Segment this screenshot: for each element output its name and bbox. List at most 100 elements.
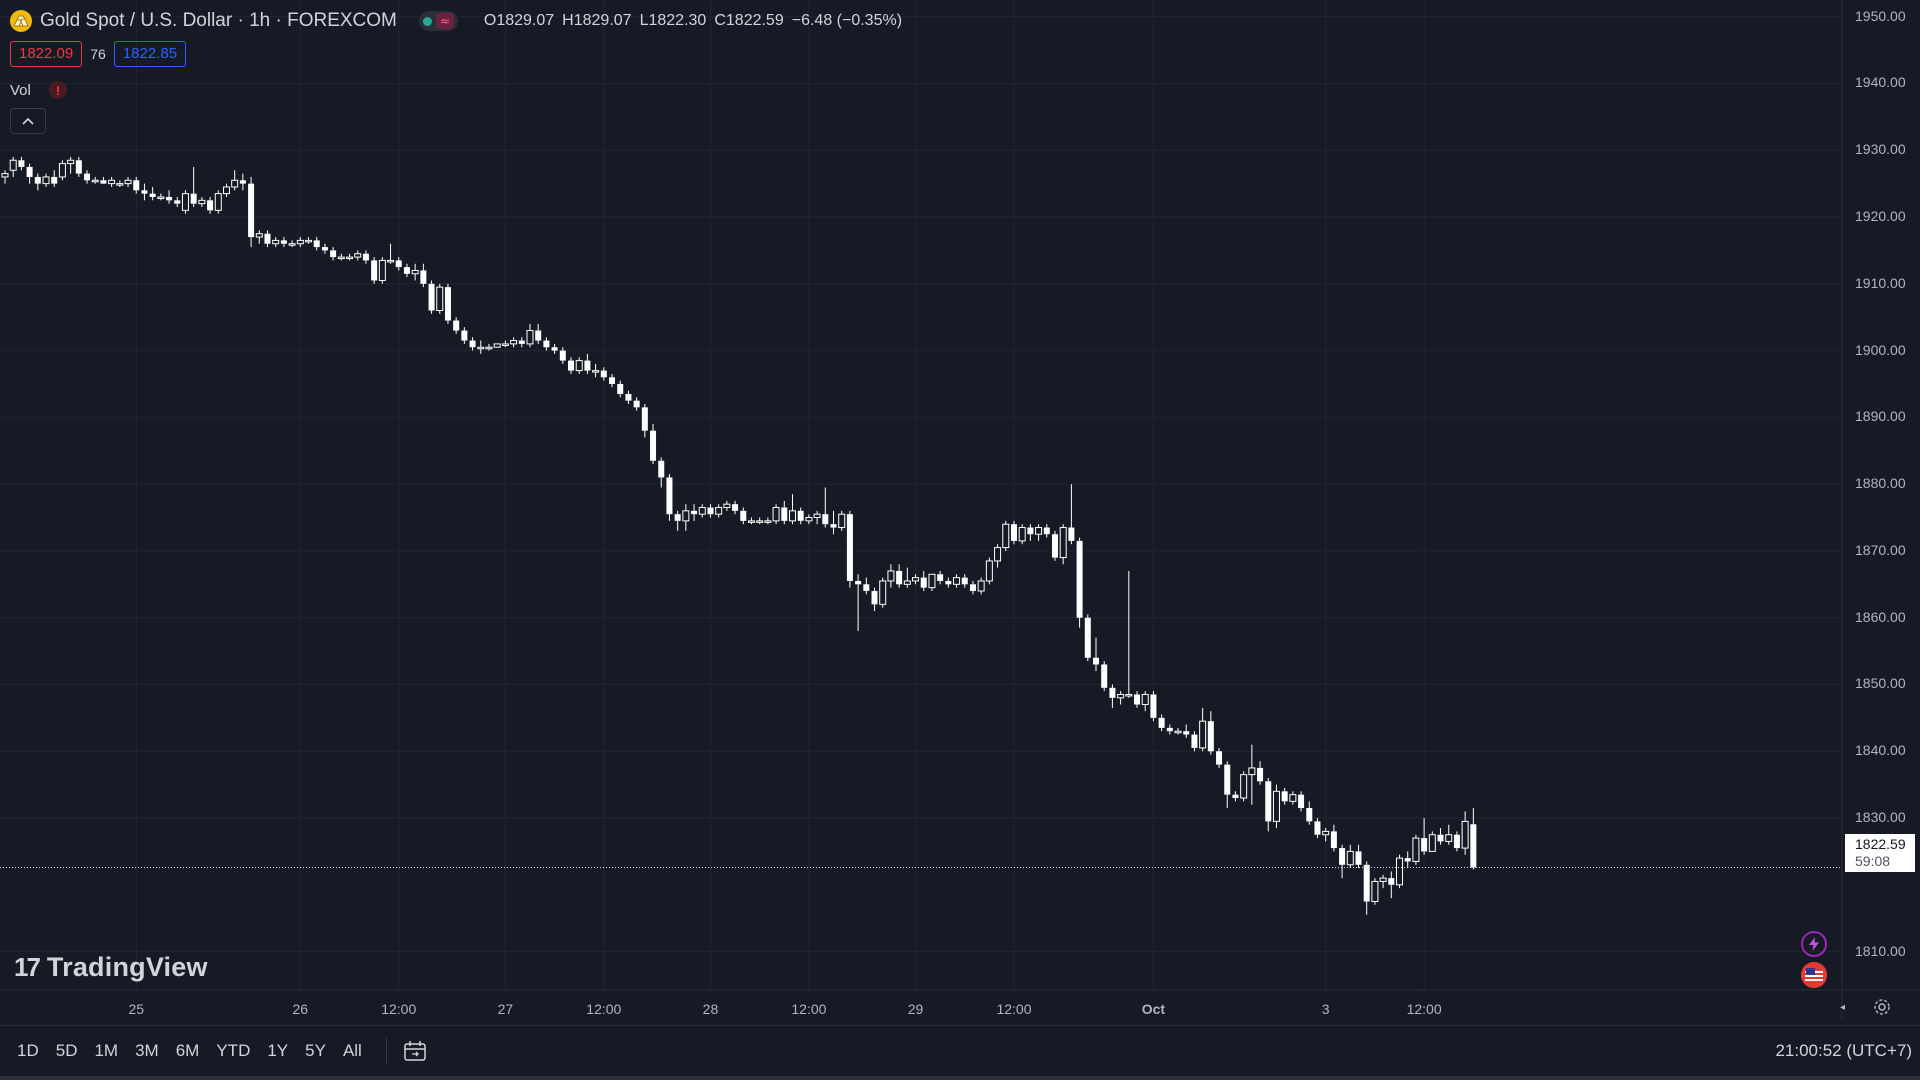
candle-body — [116, 183, 124, 186]
candle-body — [411, 269, 419, 275]
candle-body — [1027, 527, 1034, 535]
candle-body — [166, 196, 173, 201]
candle — [26, 163, 33, 184]
candle-body — [788, 510, 796, 522]
range-3m-button[interactable]: 3M — [135, 1041, 159, 1060]
lightning-icon[interactable] — [1801, 931, 1827, 957]
candle — [181, 190, 189, 214]
candle — [141, 183, 148, 201]
volume-indicator[interactable]: Vol ! — [10, 81, 67, 99]
range-6m-button[interactable]: 6M — [175, 1041, 200, 1060]
range-5y-button[interactable]: 5Y — [305, 1041, 326, 1060]
low-value: 1822.30 — [648, 12, 707, 29]
vol-label[interactable]: Vol — [10, 81, 31, 99]
candle-body — [1396, 857, 1404, 886]
candle-body — [84, 173, 91, 181]
candle-body — [75, 160, 82, 174]
candle-body — [756, 520, 764, 523]
candle — [1183, 724, 1190, 738]
candle — [1216, 747, 1223, 768]
price-tick-label: 1810.00 — [1855, 942, 1906, 959]
candle-body — [403, 267, 410, 274]
candle — [453, 317, 460, 334]
candle-body — [781, 507, 788, 521]
candle — [781, 500, 788, 525]
candle-body — [1018, 527, 1026, 542]
candle — [912, 574, 920, 585]
candle — [756, 517, 764, 525]
sell-button[interactable]: 1822.09 — [10, 41, 83, 67]
go-to-date-icon[interactable] — [403, 1040, 427, 1062]
us-flag-icon[interactable] — [1801, 962, 1827, 988]
price-tick-label: 1880.00 — [1855, 475, 1906, 492]
range-5d-button[interactable]: 5D — [55, 1041, 78, 1060]
candle — [1396, 854, 1404, 889]
candle — [1314, 818, 1321, 839]
symbol-title[interactable]: Gold Spot / U.S. Dollar · 1h · FOREXCOM — [40, 10, 397, 31]
candle-body — [1470, 824, 1477, 868]
candle — [846, 510, 853, 588]
candle — [1322, 828, 1330, 842]
candle-body — [248, 183, 255, 238]
candle — [1043, 524, 1050, 538]
price-chart[interactable] — [0, 0, 1920, 1020]
change-value: −6.48 (−0.35%) — [791, 12, 903, 29]
candle-body — [198, 199, 206, 205]
chevron-up-icon — [22, 117, 34, 125]
candle-body — [1257, 767, 1264, 782]
candle-body — [461, 330, 468, 341]
candle-body — [1002, 523, 1010, 549]
range-ytd-button[interactable]: YTD — [216, 1041, 251, 1060]
candle — [674, 510, 681, 531]
candle — [1018, 524, 1026, 545]
range-1m-button[interactable]: 1M — [94, 1041, 119, 1060]
collapse-legend-button[interactable] — [10, 108, 46, 134]
candle — [994, 544, 1002, 568]
candle-body — [190, 193, 197, 204]
market-status[interactable]: ≈ — [418, 11, 458, 31]
candle — [1240, 771, 1248, 802]
candle-body — [453, 320, 460, 331]
candle-body — [1174, 730, 1182, 734]
candle-body — [1346, 850, 1354, 866]
candle-body — [354, 253, 362, 258]
buy-button[interactable]: 1822.85 — [113, 41, 187, 67]
close-value: 1822.59 — [725, 12, 784, 29]
range-1d-button[interactable]: 1D — [17, 1041, 39, 1060]
candle-body — [420, 270, 427, 284]
candle — [830, 510, 837, 535]
range-all-button[interactable]: All — [342, 1041, 362, 1060]
candle — [1346, 844, 1354, 869]
candle — [617, 380, 624, 398]
tradingview-watermark[interactable]: 17 TradingView — [14, 952, 208, 983]
high-value: 1829.07 — [573, 12, 632, 29]
candle-body — [501, 343, 509, 346]
candle — [108, 176, 116, 187]
candle-body — [1437, 834, 1444, 842]
candle-body — [42, 176, 50, 185]
candle — [813, 510, 821, 525]
range-1y-button[interactable]: 1Y — [267, 1041, 289, 1060]
candle-body — [937, 574, 944, 581]
candle-body — [1043, 527, 1050, 535]
candle-body — [994, 547, 1002, 562]
spread-value: 76 — [90, 46, 106, 62]
time-tick-label: 3 — [1321, 1001, 1330, 1017]
settings-gear-icon[interactable] — [1872, 997, 1892, 1017]
candle-body — [912, 577, 920, 582]
candle — [378, 257, 386, 284]
candle — [1232, 791, 1239, 802]
open-key: O — [483, 12, 497, 29]
clock-timezone[interactable]: 21:00:52 (UTC+7) — [1775, 1041, 1912, 1060]
candle-body — [838, 513, 846, 529]
candle-body — [362, 253, 369, 261]
candle — [469, 337, 476, 351]
scroll-right-icon[interactable]: ◂ — [1840, 1002, 1846, 1013]
candle-body — [928, 573, 936, 589]
candle-body — [666, 477, 673, 515]
candle — [354, 250, 362, 261]
candle-body — [51, 176, 58, 184]
warning-icon[interactable]: ! — [48, 81, 67, 99]
candle — [855, 574, 862, 632]
candle-body — [592, 370, 600, 373]
